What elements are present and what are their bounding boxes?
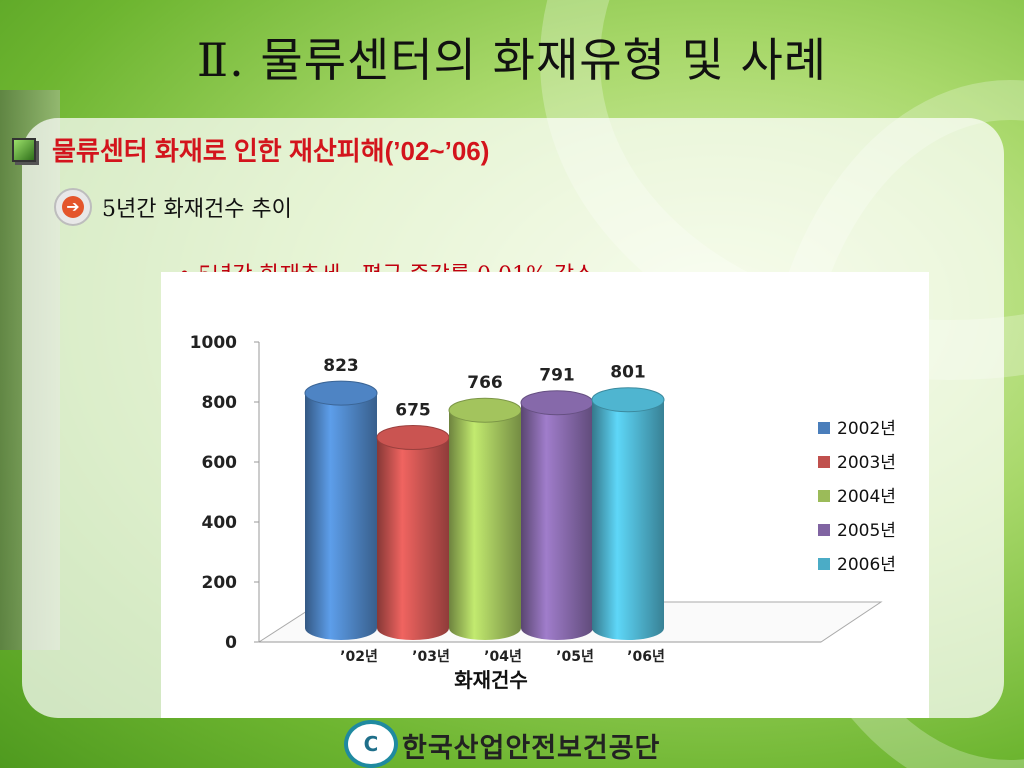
legend-entry: 2006년 [837, 555, 896, 575]
bar [449, 410, 521, 640]
x-tick-label: ’03년 [412, 649, 450, 665]
data-label: 791 [539, 366, 575, 386]
legend-swatch [818, 490, 830, 502]
data-label: 801 [610, 363, 646, 383]
organization-name: 한국산업안전보건공단 [402, 733, 661, 764]
bullet-heading-text: 물류센터 화재로 인한 재산피해(’02~’06) [52, 136, 490, 166]
organization-logo: C [344, 720, 398, 768]
data-label: 675 [395, 401, 431, 421]
x-tick-label: ’02년 [340, 649, 378, 665]
bar-top [304, 380, 378, 406]
bar-top [448, 397, 522, 423]
x-tick-label: ’04년 [484, 649, 522, 665]
y-tick-label: 600 [202, 453, 238, 473]
legend-swatch [818, 524, 830, 536]
chart-container: 0 200 400 600 800 1000 823 675 766 791 801 ’02년 ’03년… [161, 272, 929, 718]
bar [592, 399, 664, 640]
x-axis-label: 화재건수 [454, 668, 528, 692]
legend-entry: 2005년 [837, 521, 896, 541]
page-title: Ⅱ. 물류센터의 화재유형 및 사례 [196, 33, 828, 87]
y-tick-label: 200 [202, 573, 238, 593]
sub-bullet: ➔ 5년간 화재건수 추이 [40, 188, 292, 226]
arrow-right-icon: ➔ [54, 188, 92, 226]
y-tick-label: 400 [202, 513, 238, 533]
legend-swatch [818, 422, 830, 434]
y-tick-label: 800 [202, 393, 238, 413]
bar [521, 402, 593, 640]
bar-chart: 0 200 400 600 800 1000 823 675 766 791 801 ’02년 ’03년… [190, 333, 896, 692]
x-tick-label: ’05년 [556, 649, 594, 665]
legend-entry: 2004년 [837, 487, 896, 507]
legend-entry: 2003년 [837, 453, 896, 473]
legend-entry: 2002년 [837, 419, 896, 439]
bullet-heading: 물류센터 화재로 인한 재산피해(’02~’06) [12, 131, 489, 168]
legend-swatch [818, 456, 830, 468]
bar-top [591, 387, 665, 413]
data-label: 766 [467, 373, 503, 393]
bar-top [520, 390, 594, 416]
data-label: 823 [323, 356, 359, 376]
bar-top [376, 425, 450, 450]
y-tick-label: 0 [225, 633, 237, 653]
x-tick-label: ’06년 [627, 649, 665, 665]
y-tick-label: 1000 [190, 333, 237, 353]
bar [305, 393, 377, 640]
bullet-square-icon [12, 137, 36, 162]
legend-swatch [818, 558, 830, 570]
sub-bullet-text: 5년간 화재건수 추이 [102, 197, 292, 222]
bar [377, 437, 449, 640]
